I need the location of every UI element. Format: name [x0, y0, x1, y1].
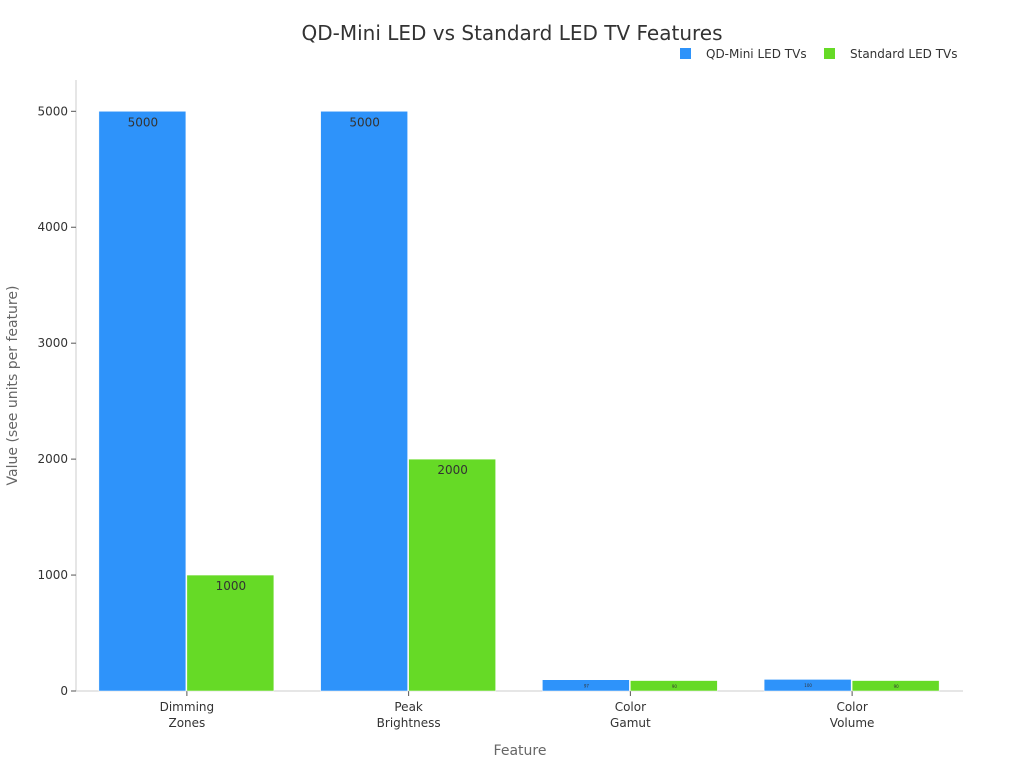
data-label: 5000 [349, 115, 380, 129]
x-tick-label: Brightness [377, 716, 441, 730]
x-axis-label: Feature [494, 743, 547, 759]
bar [320, 111, 408, 692]
x-tick-label: Dimming [160, 700, 215, 714]
y-tick-label: 1000 [37, 568, 68, 582]
bar [763, 679, 852, 692]
chart-title: QD-Mini LED vs Standard LED TV Features [301, 21, 722, 45]
data-label: 2000 [437, 463, 468, 477]
y-axis-label: Value (see units per feature) [5, 286, 21, 486]
x-tick-label: Color [836, 700, 867, 714]
x-tick-label: Peak [394, 700, 423, 714]
bar [408, 458, 496, 692]
x-tick-label: Volume [830, 716, 875, 730]
bar [630, 680, 718, 692]
y-tick-label: 2000 [37, 452, 68, 466]
bar [98, 111, 187, 692]
bar [186, 574, 275, 692]
x-tick-label: Zones [168, 716, 205, 730]
y-tick-label: 0 [60, 684, 68, 698]
y-tick-label: 3000 [37, 336, 68, 350]
x-tick-label: Color [615, 700, 646, 714]
y-tick-label: 4000 [37, 220, 68, 234]
bar [542, 679, 630, 692]
data-label: 97 [584, 683, 590, 688]
legend-label: QD-Mini LED TVs [706, 47, 807, 61]
legend-swatch [824, 48, 835, 59]
bar [851, 680, 940, 692]
data-label: 90 [894, 684, 900, 689]
legend-label: Standard LED TVs [850, 47, 958, 61]
x-tick-label: Gamut [610, 716, 651, 730]
y-tick-label: 5000 [37, 104, 68, 118]
legend-swatch [680, 48, 691, 59]
data-label: 1000 [216, 579, 247, 593]
data-label: 5000 [128, 115, 159, 129]
data-label: 90 [672, 684, 678, 689]
data-label: 100 [804, 683, 812, 688]
